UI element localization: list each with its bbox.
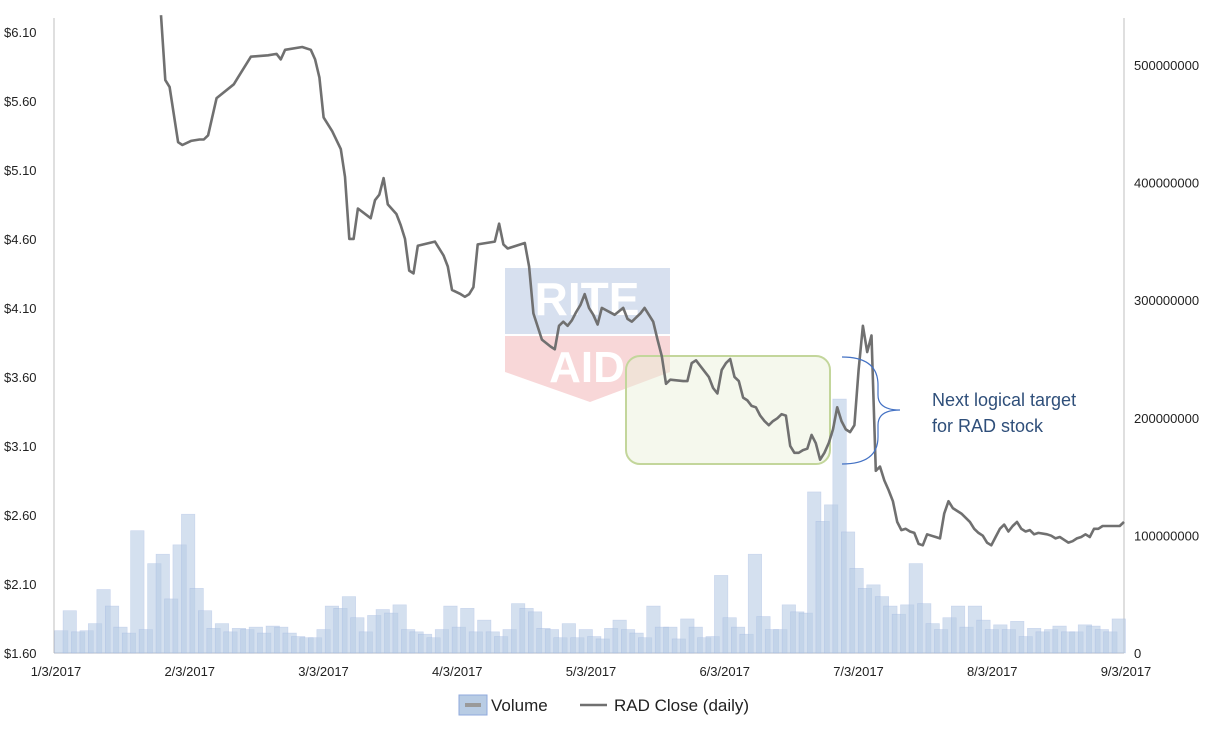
y-left-tick-label: $6.10 — [4, 25, 37, 40]
x-tick-label: 8/3/2017 — [967, 664, 1018, 679]
y-right-tick-label: 100000000 — [1134, 528, 1199, 543]
y-right-tick-label: 0 — [1134, 646, 1141, 661]
volume-bar — [1111, 618, 1126, 654]
y-left-tick-label: $3.60 — [4, 370, 37, 385]
x-tick-label: 3/3/2017 — [298, 664, 349, 679]
legend-label-volume: Volume — [491, 696, 548, 715]
volume-bars — [54, 398, 1126, 654]
y-right-tick-label: 500000000 — [1134, 58, 1199, 73]
y-left-tick-label: $3.10 — [4, 439, 37, 454]
y-left-tick-label: $2.60 — [4, 508, 37, 523]
volume-bar — [130, 530, 145, 654]
legend: Volume RAD Close (daily) — [458, 694, 749, 716]
y-left-tick-label: $2.10 — [4, 577, 37, 592]
y-right-tick-label: 200000000 — [1134, 411, 1199, 426]
x-tick-label: 4/3/2017 — [432, 664, 483, 679]
tick-layer: $1.60 $2.10 $2.60 $3.10 $3.60 $4.10 $4.60 $5.10… — [4, 25, 1199, 679]
x-tick-label: 6/3/2017 — [699, 664, 750, 679]
y-right-tick-label: 300000000 — [1134, 293, 1199, 308]
x-tick-label: 7/3/2017 — [833, 664, 884, 679]
x-tick-label: 9/3/2017 — [1101, 664, 1152, 679]
rad-close-line — [159, 15, 1125, 547]
logo-text-aid: AID — [549, 343, 625, 392]
annotation-brace — [841, 356, 901, 465]
rite-aid-logo-watermark: RITE AID — [505, 268, 670, 402]
y-left-tick-label: $5.10 — [4, 163, 37, 178]
annotation-line-1: Next logical target — [932, 390, 1076, 410]
legend-label-close: RAD Close (daily) — [614, 696, 749, 715]
y-left-tick-label: $4.10 — [4, 301, 37, 316]
y-right-tick-label: 400000000 — [1134, 176, 1199, 191]
y-left-tick-label: $1.60 — [4, 646, 37, 661]
target-zone-box — [625, 355, 831, 465]
y-left-tick-label: $5.60 — [4, 94, 37, 109]
x-tick-label: 2/3/2017 — [164, 664, 215, 679]
y-left-tick-label: $4.60 — [4, 232, 37, 247]
logo-bottom-shield — [505, 336, 670, 402]
annotation-line-2: for RAD stock — [932, 416, 1044, 436]
x-tick-label: 5/3/2017 — [566, 664, 617, 679]
legend-swatch-volume-inner — [465, 703, 481, 707]
x-tick-label: 1/3/2017 — [31, 664, 82, 679]
